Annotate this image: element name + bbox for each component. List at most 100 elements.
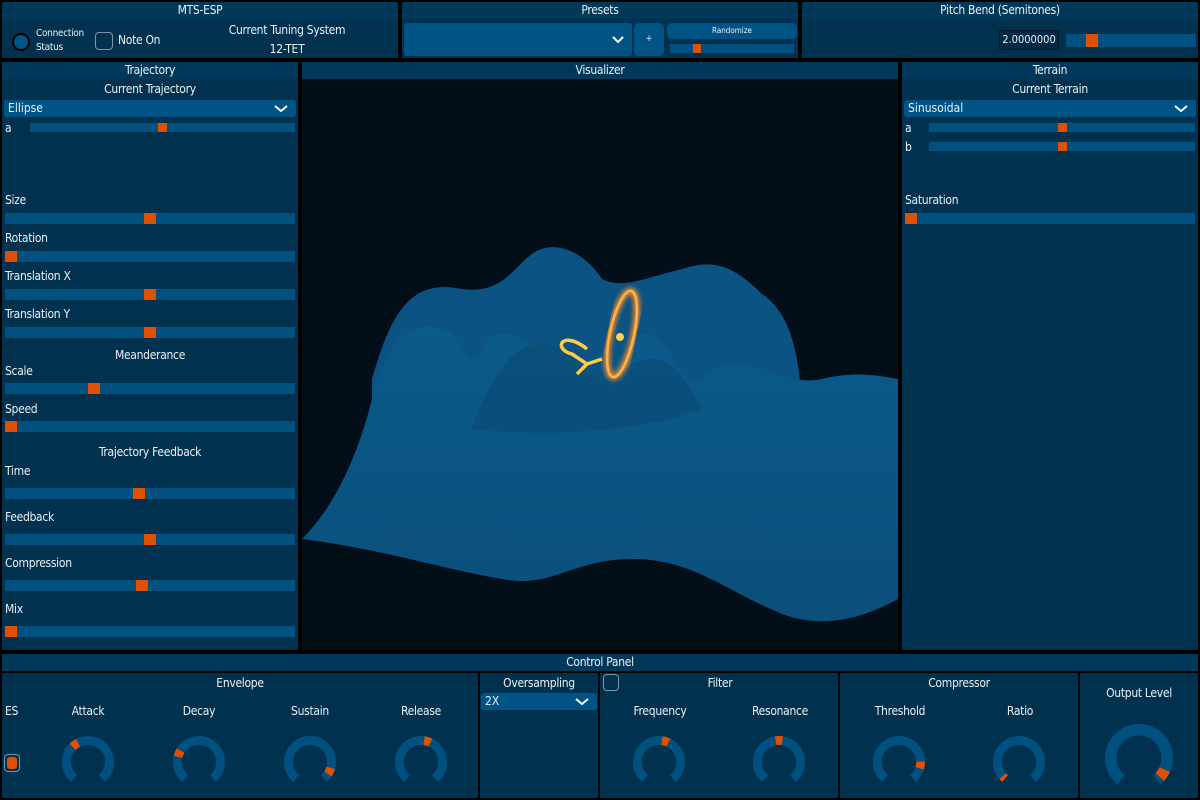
threshold-knob[interactable] (873, 736, 925, 791)
knob-indicator[interactable] (324, 766, 336, 777)
slider-thumb[interactable] (135, 580, 148, 591)
chevron-down-icon (274, 105, 288, 113)
decay-knob[interactable] (173, 736, 225, 791)
terrain-front (302, 326, 898, 622)
ratio-knob[interactable] (993, 736, 1045, 791)
frequency-knob[interactable] (633, 736, 685, 791)
slider-thumb[interactable] (1057, 123, 1067, 132)
connection-status-indicator (12, 33, 30, 51)
terrain-a-label: a (905, 121, 912, 135)
trajectory-trace (559, 287, 640, 381)
knob-track (62, 736, 114, 782)
slider-thumb[interactable] (144, 213, 156, 224)
output-level-knob[interactable] (1105, 724, 1173, 795)
presets-title: Presets (402, 2, 798, 19)
translation-x-slider[interactable] (5, 289, 295, 300)
control-panel-title: Control Panel (2, 654, 1198, 671)
release-knob[interactable] (395, 736, 447, 791)
knob-indicator[interactable] (173, 748, 185, 759)
slider-thumb[interactable] (1057, 142, 1067, 151)
pitch-bend-title: Pitch Bend (Semitones) (802, 2, 1198, 19)
slider-thumb[interactable] (5, 251, 17, 262)
attack-knob[interactable] (62, 736, 114, 791)
visualizer-panel: Visualizer (302, 62, 898, 650)
visualizer-title: Visualizer (302, 62, 898, 79)
knob-track (284, 736, 336, 782)
knob-indicator[interactable] (661, 736, 671, 747)
terrain-b-slider[interactable] (929, 142, 1195, 151)
slider-thumb[interactable] (1086, 34, 1099, 47)
release-label: Release (400, 704, 442, 718)
size-slider[interactable] (5, 213, 295, 224)
sustain-label: Sustain (291, 704, 329, 718)
saturation-slider[interactable] (905, 213, 1195, 224)
knob-track (873, 736, 925, 782)
randomize-slider[interactable] (670, 44, 794, 53)
knob-indicator[interactable] (915, 761, 925, 770)
oversampling-dropdown[interactable]: 2X (481, 693, 597, 710)
feedback-slider[interactable] (5, 534, 295, 545)
terrain-a-slider[interactable] (929, 123, 1195, 132)
note-on-label: Note On (118, 33, 161, 47)
terrain-panel: Terrain Current Terrain Sinusoidal a b S… (902, 62, 1198, 650)
slider-thumb[interactable] (5, 626, 17, 637)
knob-indicator[interactable] (69, 738, 81, 751)
randomize-button[interactable]: Randomize (667, 23, 797, 39)
pitch-bend-slider[interactable] (1066, 34, 1196, 47)
knob-track (395, 736, 447, 782)
slider-thumb[interactable] (144, 327, 156, 338)
translation-y-slider[interactable] (5, 327, 295, 338)
terrain-selected: Sinusoidal (908, 101, 964, 115)
slider-thumb[interactable] (144, 289, 156, 300)
slider-thumb[interactable] (5, 421, 17, 432)
slider-thumb[interactable] (144, 534, 156, 545)
scale-slider[interactable] (5, 383, 295, 394)
preset-dropdown[interactable] (404, 23, 632, 56)
connection-label: Connection Status (36, 28, 84, 53)
scale-label: Scale (5, 364, 33, 378)
trajectory-selected: Ellipse (8, 101, 43, 115)
resonance-knob[interactable] (753, 736, 805, 791)
compression-slider[interactable] (5, 580, 295, 591)
note-on-checkbox[interactable] (95, 32, 113, 50)
slider-thumb[interactable] (905, 213, 917, 224)
compression-label: Compression (5, 556, 72, 570)
size-label: Size (5, 193, 26, 207)
terrain-title: Terrain (902, 62, 1198, 79)
knob-track (753, 736, 805, 782)
knob-track (173, 736, 225, 782)
slider-thumb[interactable] (88, 383, 101, 394)
param-a-slider[interactable] (30, 123, 295, 132)
speed-slider[interactable] (5, 421, 295, 432)
compressor-title: Compressor (928, 676, 990, 690)
filter-enable-checkbox[interactable] (603, 674, 619, 691)
envelope-title: Envelope (216, 676, 264, 690)
filter-section: Filter Frequency Resonance (600, 673, 838, 798)
slider-thumb[interactable] (132, 488, 145, 499)
param-a-label: a (5, 121, 12, 135)
trajectory-dropdown[interactable]: Ellipse (4, 100, 296, 117)
knob-indicator[interactable] (423, 736, 433, 747)
mix-slider[interactable] (5, 626, 295, 637)
knob-indicator[interactable] (1155, 767, 1171, 781)
terrain-visualization[interactable] (302, 79, 898, 650)
time-label: Time (5, 464, 31, 478)
checkbox-check (7, 757, 17, 769)
pitch-bend-value-box[interactable]: 2.0000000 (999, 30, 1059, 50)
slider-thumb[interactable] (158, 123, 167, 132)
chevron-down-icon (1174, 105, 1188, 113)
knob-indicator[interactable] (999, 773, 1009, 782)
knob-track (1105, 724, 1173, 785)
time-slider[interactable] (5, 488, 295, 499)
sustain-knob[interactable] (284, 736, 336, 791)
attack-label: Attack (71, 704, 105, 718)
trajectory-feedback-heading: Trajectory Feedback (98, 445, 202, 459)
add-preset-button[interactable]: + (634, 23, 664, 56)
slider-thumb[interactable] (693, 44, 702, 53)
terrain-dropdown[interactable]: Sinusoidal (904, 100, 1196, 117)
es-checkbox[interactable] (4, 754, 20, 772)
filter-title: Filter (707, 676, 733, 690)
meanderance-heading: Meanderance (114, 348, 186, 362)
terrain-b-label: b (905, 140, 912, 154)
rotation-slider[interactable] (5, 251, 295, 262)
